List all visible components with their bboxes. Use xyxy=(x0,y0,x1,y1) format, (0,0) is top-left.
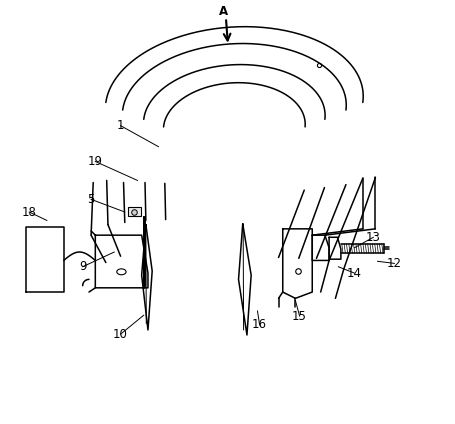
FancyBboxPatch shape xyxy=(128,207,141,216)
Text: 18: 18 xyxy=(22,206,36,218)
Text: 1: 1 xyxy=(116,119,124,132)
Text: 16: 16 xyxy=(252,318,267,332)
Text: 9: 9 xyxy=(79,260,86,273)
Text: 15: 15 xyxy=(292,310,306,323)
Text: 10: 10 xyxy=(113,328,128,340)
Text: 19: 19 xyxy=(88,155,102,168)
Text: 13: 13 xyxy=(365,231,380,244)
Text: 5: 5 xyxy=(87,193,95,206)
Text: A: A xyxy=(219,6,228,18)
Text: 12: 12 xyxy=(386,257,401,270)
Text: 14: 14 xyxy=(346,267,361,279)
